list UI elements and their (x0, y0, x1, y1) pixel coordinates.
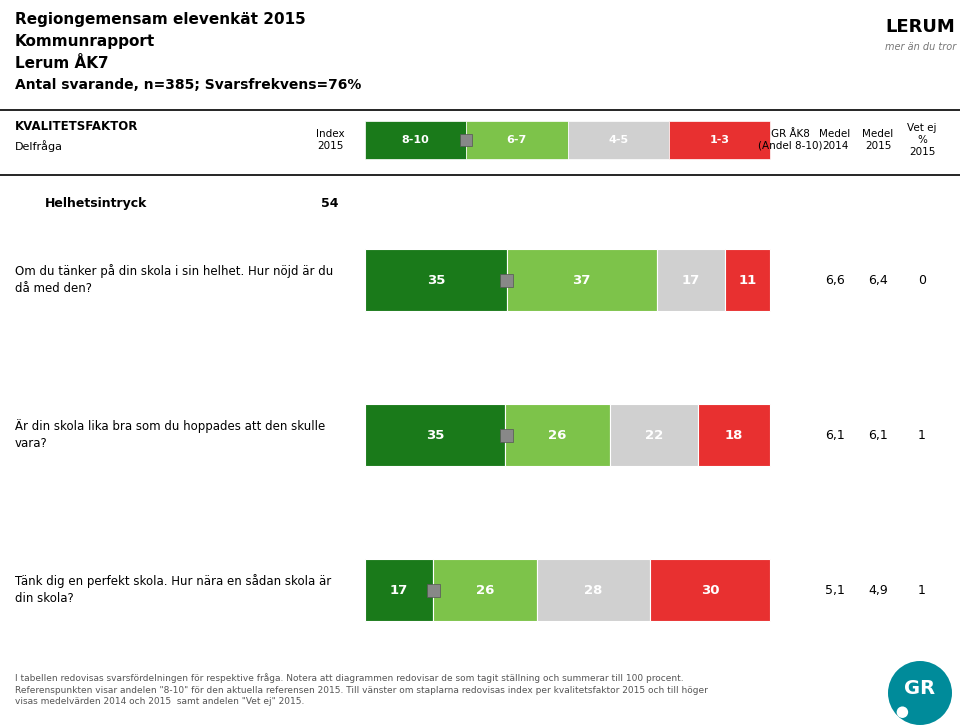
Text: 6-7: 6-7 (507, 135, 527, 145)
Text: 35: 35 (426, 429, 444, 441)
Bar (500, 274, 514, 287)
Text: 17: 17 (390, 584, 408, 596)
Text: 28: 28 (585, 584, 603, 596)
Text: Antal svarande, n=385; Svarsfrekvens=76%: Antal svarande, n=385; Svarsfrekvens=76% (15, 78, 361, 92)
Bar (650, 559, 770, 621)
Bar (505, 404, 610, 466)
Text: 4-5: 4-5 (608, 135, 628, 145)
Bar (669, 121, 770, 159)
Text: 22: 22 (644, 429, 662, 441)
Text: Är din skola lika bra som du hoppades att den skulle
vara?: Är din skola lika bra som du hoppades at… (15, 419, 325, 451)
Text: 6,4: 6,4 (868, 274, 888, 287)
Text: I tabellen redovisas svarsfördelningen för respektive fråga. Notera att diagramm: I tabellen redovisas svarsfördelningen f… (15, 673, 708, 706)
Text: Tänk dig en perfekt skola. Hur nära en sådan skola är
din skola?: Tänk dig en perfekt skola. Hur nära en s… (15, 574, 331, 606)
Bar (365, 121, 467, 159)
Text: 37: 37 (572, 274, 590, 287)
Text: GR: GR (904, 679, 936, 698)
Text: Lerum ÅK7: Lerum ÅK7 (15, 56, 108, 71)
Circle shape (897, 706, 908, 718)
Bar (610, 404, 698, 466)
Text: 6,1: 6,1 (826, 429, 845, 441)
Text: 26: 26 (548, 429, 566, 441)
Text: Helhetsintryck: Helhetsintryck (45, 197, 148, 210)
Bar (433, 559, 538, 621)
Text: 6,6: 6,6 (826, 274, 845, 287)
Bar (365, 249, 507, 311)
Text: 35: 35 (426, 274, 445, 287)
Bar (538, 559, 650, 621)
Text: 1: 1 (918, 584, 926, 596)
Bar (467, 121, 567, 159)
Text: GR ÅK8
(Andel 8-10): GR ÅK8 (Andel 8-10) (757, 129, 823, 151)
Bar (507, 249, 657, 311)
Text: 6,1: 6,1 (868, 429, 888, 441)
Text: mer än du tror: mer än du tror (885, 42, 956, 52)
Bar (726, 249, 770, 311)
Text: 17: 17 (682, 274, 700, 287)
Text: 1: 1 (918, 429, 926, 441)
Bar (460, 134, 472, 146)
Bar (567, 121, 669, 159)
Text: 1-3: 1-3 (709, 135, 730, 145)
Text: 8-10: 8-10 (401, 135, 429, 145)
Circle shape (888, 661, 952, 725)
Text: Index
2015: Index 2015 (316, 129, 345, 151)
Bar (365, 559, 433, 621)
Text: 18: 18 (725, 429, 743, 441)
Bar (427, 584, 441, 596)
Bar (500, 429, 514, 441)
Text: Medel
2015: Medel 2015 (862, 129, 894, 151)
Text: Vet ej
%
2015: Vet ej % 2015 (907, 124, 937, 157)
Bar (365, 404, 505, 466)
Bar (657, 249, 726, 311)
Text: 0: 0 (918, 274, 926, 287)
Text: LERUM: LERUM (885, 18, 955, 36)
Bar (698, 404, 770, 466)
Text: KVALITETSFAKTOR: KVALITETSFAKTOR (15, 120, 138, 133)
Text: Om du tänker på din skola i sin helhet. Hur nöjd är du
då med den?: Om du tänker på din skola i sin helhet. … (15, 264, 333, 296)
Text: Kommunrapport: Kommunrapport (15, 34, 156, 49)
Text: Delfråga: Delfråga (15, 140, 63, 152)
Text: 11: 11 (738, 274, 756, 287)
Text: 54: 54 (322, 197, 339, 210)
Text: 5,1: 5,1 (825, 584, 845, 596)
Text: Medel
2014: Medel 2014 (820, 129, 851, 151)
Text: 30: 30 (701, 584, 719, 596)
Text: Regiongemensam elevenkät 2015: Regiongemensam elevenkät 2015 (15, 12, 305, 27)
Text: 4,9: 4,9 (868, 584, 888, 596)
Text: 26: 26 (476, 584, 494, 596)
